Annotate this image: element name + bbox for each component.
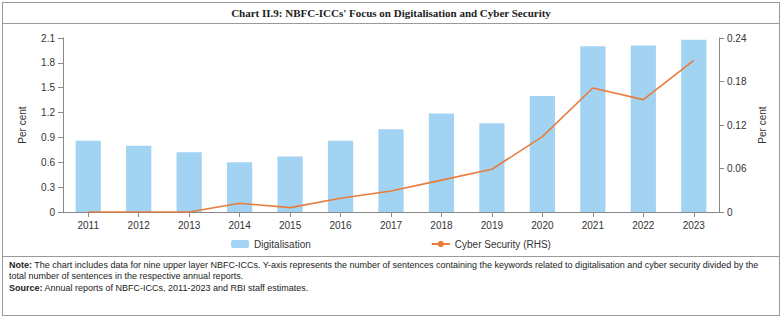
svg-text:2021: 2021 — [582, 220, 605, 231]
svg-text:0.3: 0.3 — [41, 182, 55, 193]
svg-text:2013: 2013 — [178, 220, 201, 231]
svg-text:0: 0 — [49, 207, 55, 218]
svg-text:2011: 2011 — [77, 220, 99, 231]
svg-text:0.9: 0.9 — [41, 132, 55, 143]
svg-text:2023: 2023 — [683, 220, 706, 231]
svg-text:2019: 2019 — [481, 220, 504, 231]
html-text:Source: Annual reports of NBFC: Source: Annual reports of NBFC-ICCs, 201… — [9, 283, 309, 293]
html-text:Note: The chart includes data: Note: The chart includes data for nine u… — [9, 260, 759, 281]
svg-text:1.8: 1.8 — [41, 57, 55, 68]
svg-text:2022: 2022 — [632, 220, 655, 231]
svg-text:0.6: 0.6 — [41, 157, 55, 168]
svg-text:1.2: 1.2 — [41, 107, 55, 118]
svg-text:2017: 2017 — [380, 220, 403, 231]
svg-text:2016: 2016 — [329, 220, 352, 231]
svg-text:0.06: 0.06 — [727, 163, 747, 174]
svg-text:2015: 2015 — [279, 220, 302, 231]
svg-text:Cyber Security (RHS): Cyber Security (RHS) — [455, 239, 551, 250]
svg-text:0.24: 0.24 — [727, 33, 747, 44]
svg-text:2020: 2020 — [531, 220, 554, 231]
svg-text:2018: 2018 — [430, 220, 453, 231]
svg-text:0: 0 — [727, 207, 733, 218]
svg-text:2012: 2012 — [128, 220, 151, 231]
svg-text:0.18: 0.18 — [727, 76, 747, 87]
svg-text:Per cent: Per cent — [17, 106, 28, 143]
svg-text:2014: 2014 — [228, 220, 251, 231]
svg-text:0.12: 0.12 — [727, 120, 747, 131]
svg-text:1.5: 1.5 — [41, 82, 55, 93]
svg-text:Per cent: Per cent — [757, 106, 768, 143]
html-text:Chart II.9: NBFC-ICCs' Focus o: Chart II.9: NBFC-ICCs' Focus on Digitali… — [231, 7, 551, 19]
svg-text:2.1: 2.1 — [41, 33, 55, 44]
svg-text:Digitalisation: Digitalisation — [254, 239, 311, 250]
